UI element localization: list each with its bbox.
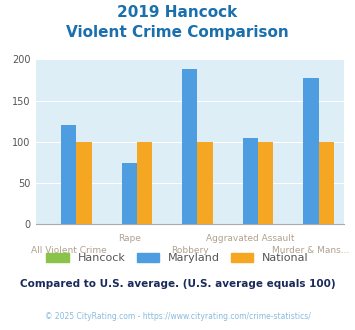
Text: All Violent Crime: All Violent Crime bbox=[31, 246, 107, 255]
Text: 2019 Hancock: 2019 Hancock bbox=[118, 5, 237, 20]
Bar bbox=[76, 142, 92, 224]
Bar bbox=[258, 142, 273, 224]
Bar bbox=[61, 125, 76, 224]
Text: Rape: Rape bbox=[118, 234, 141, 243]
Bar bbox=[319, 142, 334, 224]
Bar bbox=[122, 162, 137, 224]
Text: © 2025 CityRating.com - https://www.cityrating.com/crime-statistics/: © 2025 CityRating.com - https://www.city… bbox=[45, 312, 310, 321]
Legend: Hancock, Maryland, National: Hancock, Maryland, National bbox=[42, 248, 313, 268]
Bar bbox=[182, 69, 197, 224]
Text: Aggravated Assault: Aggravated Assault bbox=[206, 234, 295, 243]
Text: Compared to U.S. average. (U.S. average equals 100): Compared to U.S. average. (U.S. average … bbox=[20, 279, 335, 289]
Bar bbox=[304, 78, 319, 224]
Bar bbox=[137, 142, 152, 224]
Text: Violent Crime Comparison: Violent Crime Comparison bbox=[66, 25, 289, 40]
Text: Murder & Mans...: Murder & Mans... bbox=[272, 246, 350, 255]
Bar bbox=[243, 138, 258, 224]
Bar bbox=[197, 142, 213, 224]
Text: Robbery: Robbery bbox=[171, 246, 209, 255]
